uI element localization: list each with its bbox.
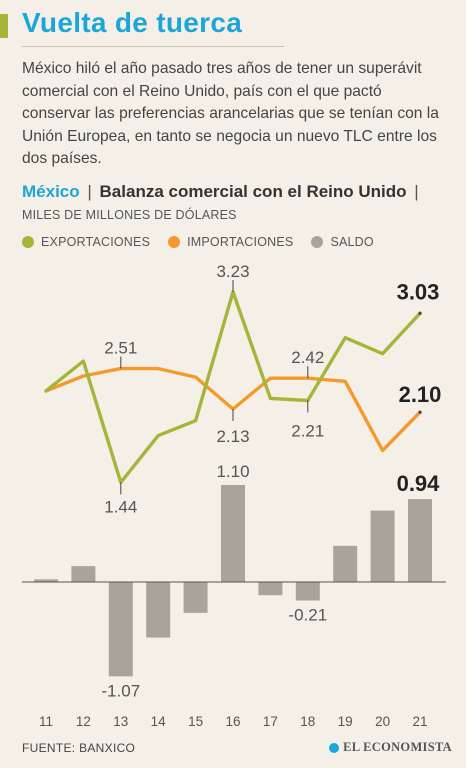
legend-label-exportaciones: EXPORTACIONES — [41, 235, 151, 249]
saldo-bar-18 — [295, 582, 320, 601]
x-tick-label-14: 14 — [151, 714, 167, 729]
saldo-bar-11 — [34, 579, 58, 582]
exportaciones-label-13: 1.44 — [104, 497, 137, 516]
saldo-bar-15 — [183, 582, 208, 613]
x-tick-label-13: 13 — [113, 714, 128, 729]
x-tick-label-19: 19 — [338, 714, 353, 729]
publisher-name: EL ECONOMISTA — [343, 740, 452, 754]
x-tick-label-15: 15 — [188, 714, 203, 729]
x-tick-label-17: 17 — [263, 714, 278, 729]
chart-heading-separator: | — [87, 182, 92, 201]
title-accent-bar — [0, 14, 8, 38]
legend-item-saldo: SALDO — [311, 235, 374, 249]
legend-dot-saldo — [311, 236, 324, 248]
x-tick-label-20: 20 — [375, 714, 390, 729]
saldo-bar-16 — [221, 485, 245, 582]
x-tick-label-11: 11 — [39, 714, 53, 729]
saldo-bar-20 — [370, 510, 395, 582]
importaciones-label-16: 2.13 — [216, 427, 249, 446]
legend-label-importaciones: IMPORTACIONES — [187, 235, 294, 249]
saldo-bar-12 — [71, 566, 96, 582]
exportaciones-end-dot — [418, 311, 422, 315]
saldo-bar-14 — [146, 582, 171, 638]
source-note: FUENTE: BANXICO — [22, 741, 136, 755]
lead-paragraph: México hiló el año pasado tres años de t… — [22, 60, 439, 167]
exportaciones-label-21: 3.03 — [397, 279, 440, 304]
chart-heading-country: México — [22, 182, 80, 201]
saldo-bar-17 — [258, 582, 283, 596]
saldo-label-13: -1.07 — [101, 681, 140, 700]
saldo-bar-13 — [108, 582, 133, 677]
importaciones-label-21: 2.10 — [399, 382, 442, 407]
chart-heading-units: MILES DE MILLONES DE DÓLARES — [22, 208, 237, 222]
saldo-label-16: 1.10 — [216, 462, 249, 481]
x-tick-label-12: 12 — [76, 714, 91, 729]
legend-label-saldo: SALDO — [330, 235, 374, 249]
chart-heading-name: Balanza comercial con el Reino Unido — [99, 182, 407, 201]
saldo-label-18: -0.21 — [288, 606, 327, 625]
saldo-label-21: 0.94 — [397, 471, 441, 496]
saldo-bar-21 — [408, 499, 432, 582]
chart-heading-units-separator: | — [414, 182, 419, 201]
chart-heading: México | Balanza comercial con el Reino … — [22, 181, 452, 226]
importaciones-label-18: 2.42 — [291, 348, 324, 367]
exportaciones-label-18: 2.21 — [291, 421, 324, 440]
x-tick-label-21: 21 — [412, 714, 427, 729]
saldo-bar-19 — [333, 545, 358, 582]
exportaciones-label-16: 3.23 — [216, 262, 249, 281]
chart-legend: EXPORTACIONES IMPORTACIONES SALDO — [22, 233, 392, 251]
publisher-brand: EL ECONOMISTA — [329, 740, 452, 755]
legend-dot-importaciones — [168, 236, 181, 248]
x-tick-label-16: 16 — [225, 714, 240, 729]
page-title: Vuelta de tuerca — [22, 7, 243, 38]
importaciones-end-dot — [418, 410, 422, 414]
legend-item-exportaciones: EXPORTACIONES — [22, 235, 150, 249]
title-divider — [22, 46, 284, 47]
importaciones-label-13: 2.51 — [104, 339, 137, 358]
publisher-logo-icon — [329, 742, 340, 753]
x-tick-label-18: 18 — [300, 714, 315, 729]
exportaciones-line — [44, 290, 422, 485]
legend-dot-exportaciones — [22, 236, 34, 248]
legend-item-importaciones: IMPORTACIONES — [168, 235, 293, 249]
